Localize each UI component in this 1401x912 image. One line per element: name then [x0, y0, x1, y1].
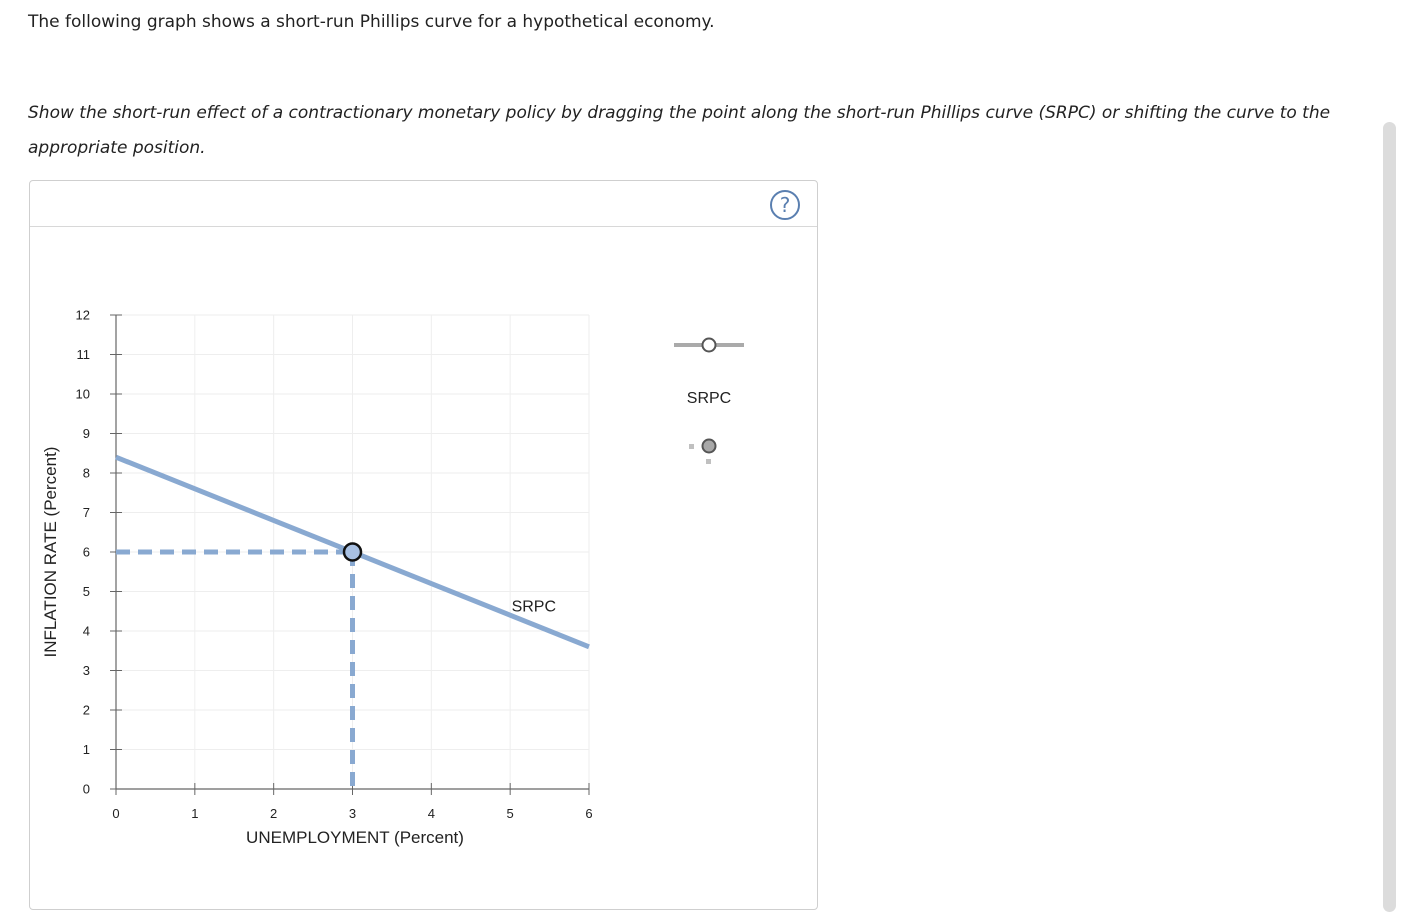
x-tick-label: 6 — [585, 806, 592, 821]
question-instructions: Show the short-run effect of a contracti… — [28, 103, 1331, 158]
graph-panel-header: ? — [30, 181, 817, 227]
y-tick-label: 2 — [83, 703, 90, 718]
srpc-curve-label: SRPC — [512, 598, 556, 615]
legend-srpc-curve-tool[interactable] — [674, 337, 744, 353]
y-tick-label: 10 — [76, 387, 90, 402]
help-icon[interactable]: ? — [770, 190, 800, 220]
x-tick-label: 3 — [349, 806, 356, 821]
y-tick-label: 12 — [76, 308, 90, 323]
y-tick-label: 5 — [83, 584, 90, 599]
y-tick-label: 7 — [83, 505, 90, 520]
x-tick-label: 0 — [112, 806, 119, 821]
legend-point-tool[interactable] — [689, 438, 717, 465]
legend-point-handle-icon — [701, 438, 717, 454]
graph-panel: ? — [29, 180, 818, 910]
x-tick-label: 1 — [191, 806, 198, 821]
legend-curve-handle-icon — [701, 337, 717, 353]
legend-point-dash-icon — [689, 444, 694, 449]
page-scrollbar[interactable] — [1383, 122, 1396, 912]
y-tick-label: 9 — [83, 426, 90, 441]
y-tick-label: 1 — [83, 742, 90, 757]
y-axis-title: INFLATION RATE (Percent) — [41, 447, 60, 658]
y-tick-label: 4 — [83, 624, 90, 639]
x-axis-title: UNEMPLOYMENT (Percent) — [246, 828, 464, 847]
y-tick-label: 8 — [83, 466, 90, 481]
y-tick-label: 0 — [83, 782, 90, 797]
y-tick-label: 11 — [77, 347, 91, 362]
equilibrium-point[interactable] — [342, 542, 363, 562]
legend-point-dash-icon — [706, 459, 711, 464]
x-tick-label: 4 — [428, 806, 435, 821]
legend-srpc-label: SRPC — [687, 390, 731, 407]
y-tick-label: 6 — [83, 545, 90, 560]
x-tick-label: 5 — [507, 806, 514, 821]
y-tick-label: 3 — [83, 663, 90, 678]
question-intro: The following graph shows a short-run Ph… — [28, 12, 715, 32]
x-tick-labels: 0 1 2 3 4 5 6 — [112, 806, 592, 821]
x-tick-label: 2 — [270, 806, 277, 821]
